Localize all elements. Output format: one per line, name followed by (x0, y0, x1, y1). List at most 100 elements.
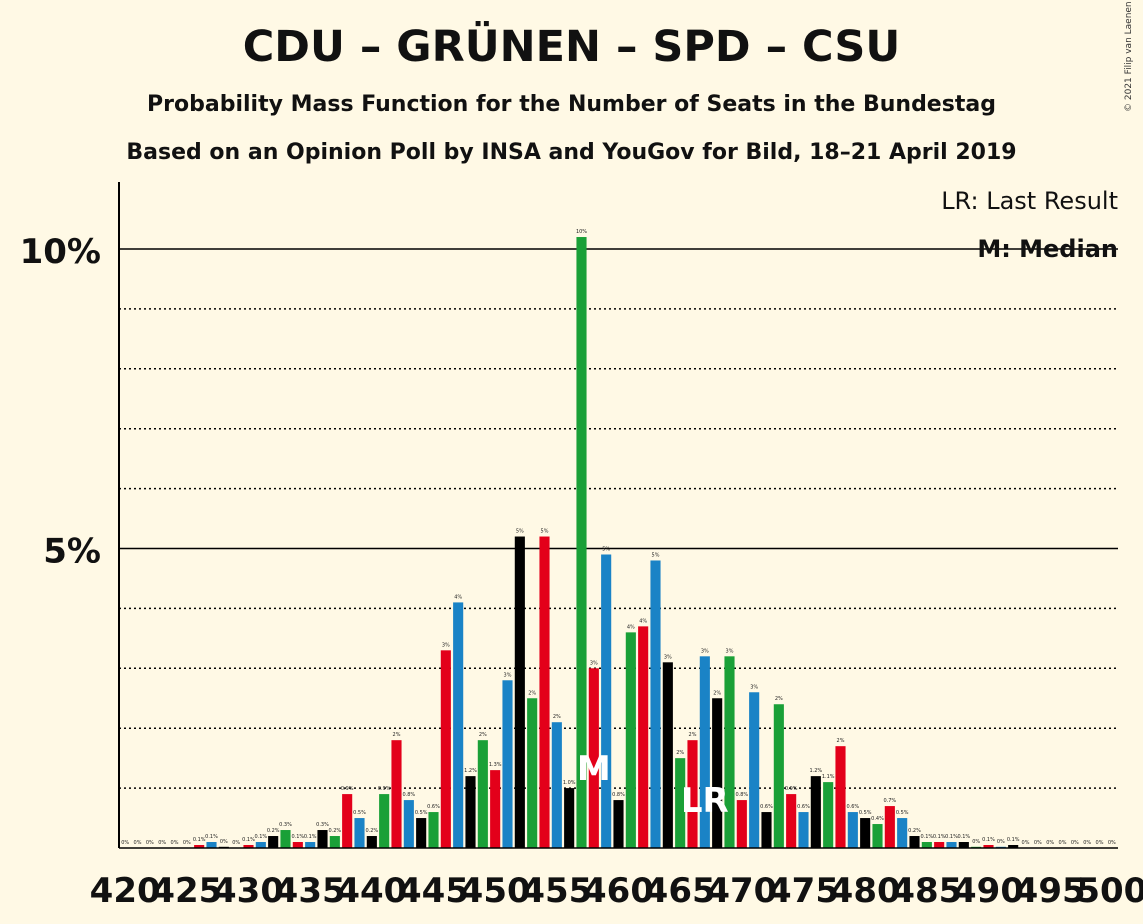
bar-label-seat-437: 0.2% (328, 828, 341, 834)
bar-seat-452 (514, 536, 525, 848)
bar-label-seat-498: 0% (1083, 840, 1091, 846)
x-tick-label: 475 (768, 871, 839, 911)
bar-seat-465 (675, 758, 686, 848)
bar-label-seat-433: 0.3% (279, 822, 292, 828)
bar-seat-448 (465, 776, 476, 848)
bar-seat-471 (749, 692, 760, 848)
bar-label-seat-424: 0% (171, 840, 179, 846)
bar-label-seat-440: 0.2% (365, 828, 378, 834)
bar-label-seat-460: 0.8% (612, 792, 625, 798)
bar-seat-470 (736, 800, 747, 848)
bar-seat-484 (909, 836, 920, 848)
bar-label-seat-422: 0% (146, 840, 154, 846)
bar-seat-443 (403, 800, 414, 848)
bar-seat-447 (453, 602, 464, 848)
bar-seat-479 (847, 812, 858, 848)
bar-label-seat-432: 0.2% (267, 828, 280, 834)
bar-seat-486 (934, 842, 945, 848)
bar-seat-477 (823, 782, 834, 848)
bar-seat-460 (613, 800, 624, 848)
bar-label-seat-494: 0% (1034, 840, 1042, 846)
x-tick-label: 445 (398, 871, 469, 911)
bar-seat-463 (650, 560, 661, 848)
bar-label-seat-497: 0% (1071, 840, 1079, 846)
bar-label-seat-495: 0% (1046, 840, 1054, 846)
bar-seat-437 (329, 836, 340, 848)
bar-seat-453 (527, 698, 538, 848)
bar-label-seat-458: 3% (590, 660, 598, 666)
bar-label-seat-487: 0.1% (945, 834, 958, 840)
bar-label-seat-449: 2% (479, 732, 487, 738)
bar-label-seat-436: 0.3% (316, 822, 329, 828)
bar-label-seat-500: 0% (1108, 840, 1116, 846)
bar-label-seat-476: 1.2% (809, 768, 822, 774)
bar-seat-482 (884, 806, 895, 848)
bar-seat-451 (502, 680, 513, 848)
bar-label-seat-427: 0.1% (205, 834, 218, 840)
bar-label-seat-461: 4% (627, 624, 635, 630)
bar-seat-439 (354, 818, 365, 848)
bar-seat-485 (921, 842, 932, 848)
bar-label-seat-477: 1.1% (822, 774, 835, 780)
bar-seat-426 (194, 845, 205, 848)
bar-seat-488 (958, 842, 969, 848)
bar-seat-483 (897, 818, 908, 848)
bar-label-seat-489: 0% (972, 839, 980, 845)
bar-label-seat-484: 0.2% (908, 828, 921, 834)
bar-label-seat-462: 4% (639, 618, 647, 624)
bar-seat-458 (588, 668, 599, 848)
bar-seat-436 (317, 830, 328, 848)
bar-seat-450 (490, 770, 501, 848)
bar-label-seat-439: 0.5% (353, 810, 366, 816)
x-tick-label: 430 (213, 871, 284, 911)
bar-seat-472 (761, 812, 772, 848)
bar-label-seat-481: 0.4% (871, 816, 884, 822)
bar-label-seat-450: 1.3% (489, 762, 502, 768)
bar-seat-449 (477, 740, 488, 848)
bar-seat-469 (724, 656, 735, 848)
bar-seat-468 (712, 698, 723, 848)
bar-label-seat-447: 4% (454, 594, 462, 600)
bar-seat-454 (539, 536, 550, 848)
legend-median: M: Median (977, 235, 1118, 263)
bar-seat-467 (699, 656, 710, 848)
bar-label-seat-448: 1.2% (464, 768, 477, 774)
bar-seat-473 (773, 704, 784, 848)
bar-seat-456 (564, 788, 575, 848)
bar-label-seat-474: 0.9% (785, 786, 798, 792)
bar-label-seat-421: 0% (134, 840, 142, 846)
bar-seat-440 (366, 836, 377, 848)
markers: M LR (577, 749, 729, 821)
bar-label-seat-445: 0.6% (427, 804, 440, 810)
bar-label-seat-420: 0% (121, 840, 129, 846)
bar-seat-487 (946, 842, 957, 848)
bar-label-seat-488: 0.1% (957, 834, 970, 840)
bar-label-seat-446: 3% (442, 642, 450, 648)
bar-label-seat-493: 0% (1022, 840, 1030, 846)
bar-seat-474 (786, 794, 797, 848)
bar-seat-462 (638, 626, 649, 848)
bar-seat-480 (860, 818, 871, 848)
bar-label-seat-434: 0.1% (291, 834, 304, 840)
bar-label-seat-499: 0% (1096, 840, 1104, 846)
bar-seat-464 (662, 662, 673, 848)
bar-label-seat-491: 0% (997, 839, 1005, 845)
x-tick-label: 485 (891, 871, 962, 911)
bar-seat-492 (1008, 845, 1019, 848)
bar-label-seat-483: 0.5% (896, 810, 909, 816)
poll-source: Based on an Opinion Poll by INSA and You… (126, 140, 1017, 165)
bar-seat-441 (379, 794, 390, 848)
chart-subtitle: Probability Mass Function for the Number… (147, 92, 996, 117)
bar-label-seat-466: 2% (689, 732, 697, 738)
bar-seat-475 (798, 812, 809, 848)
bar-label-seat-431: 0.1% (254, 834, 267, 840)
bar-seat-445 (428, 812, 439, 848)
bar-label-seat-423: 0% (158, 840, 166, 846)
bar-label-seat-441: 0.9% (378, 786, 391, 792)
x-tick-label: 455 (521, 871, 592, 911)
x-tick-label: 450 (460, 871, 531, 911)
bar-seat-430 (243, 845, 254, 848)
bar-label-seat-428: 0% (220, 839, 228, 845)
bar-label-seat-442: 2% (393, 732, 401, 738)
